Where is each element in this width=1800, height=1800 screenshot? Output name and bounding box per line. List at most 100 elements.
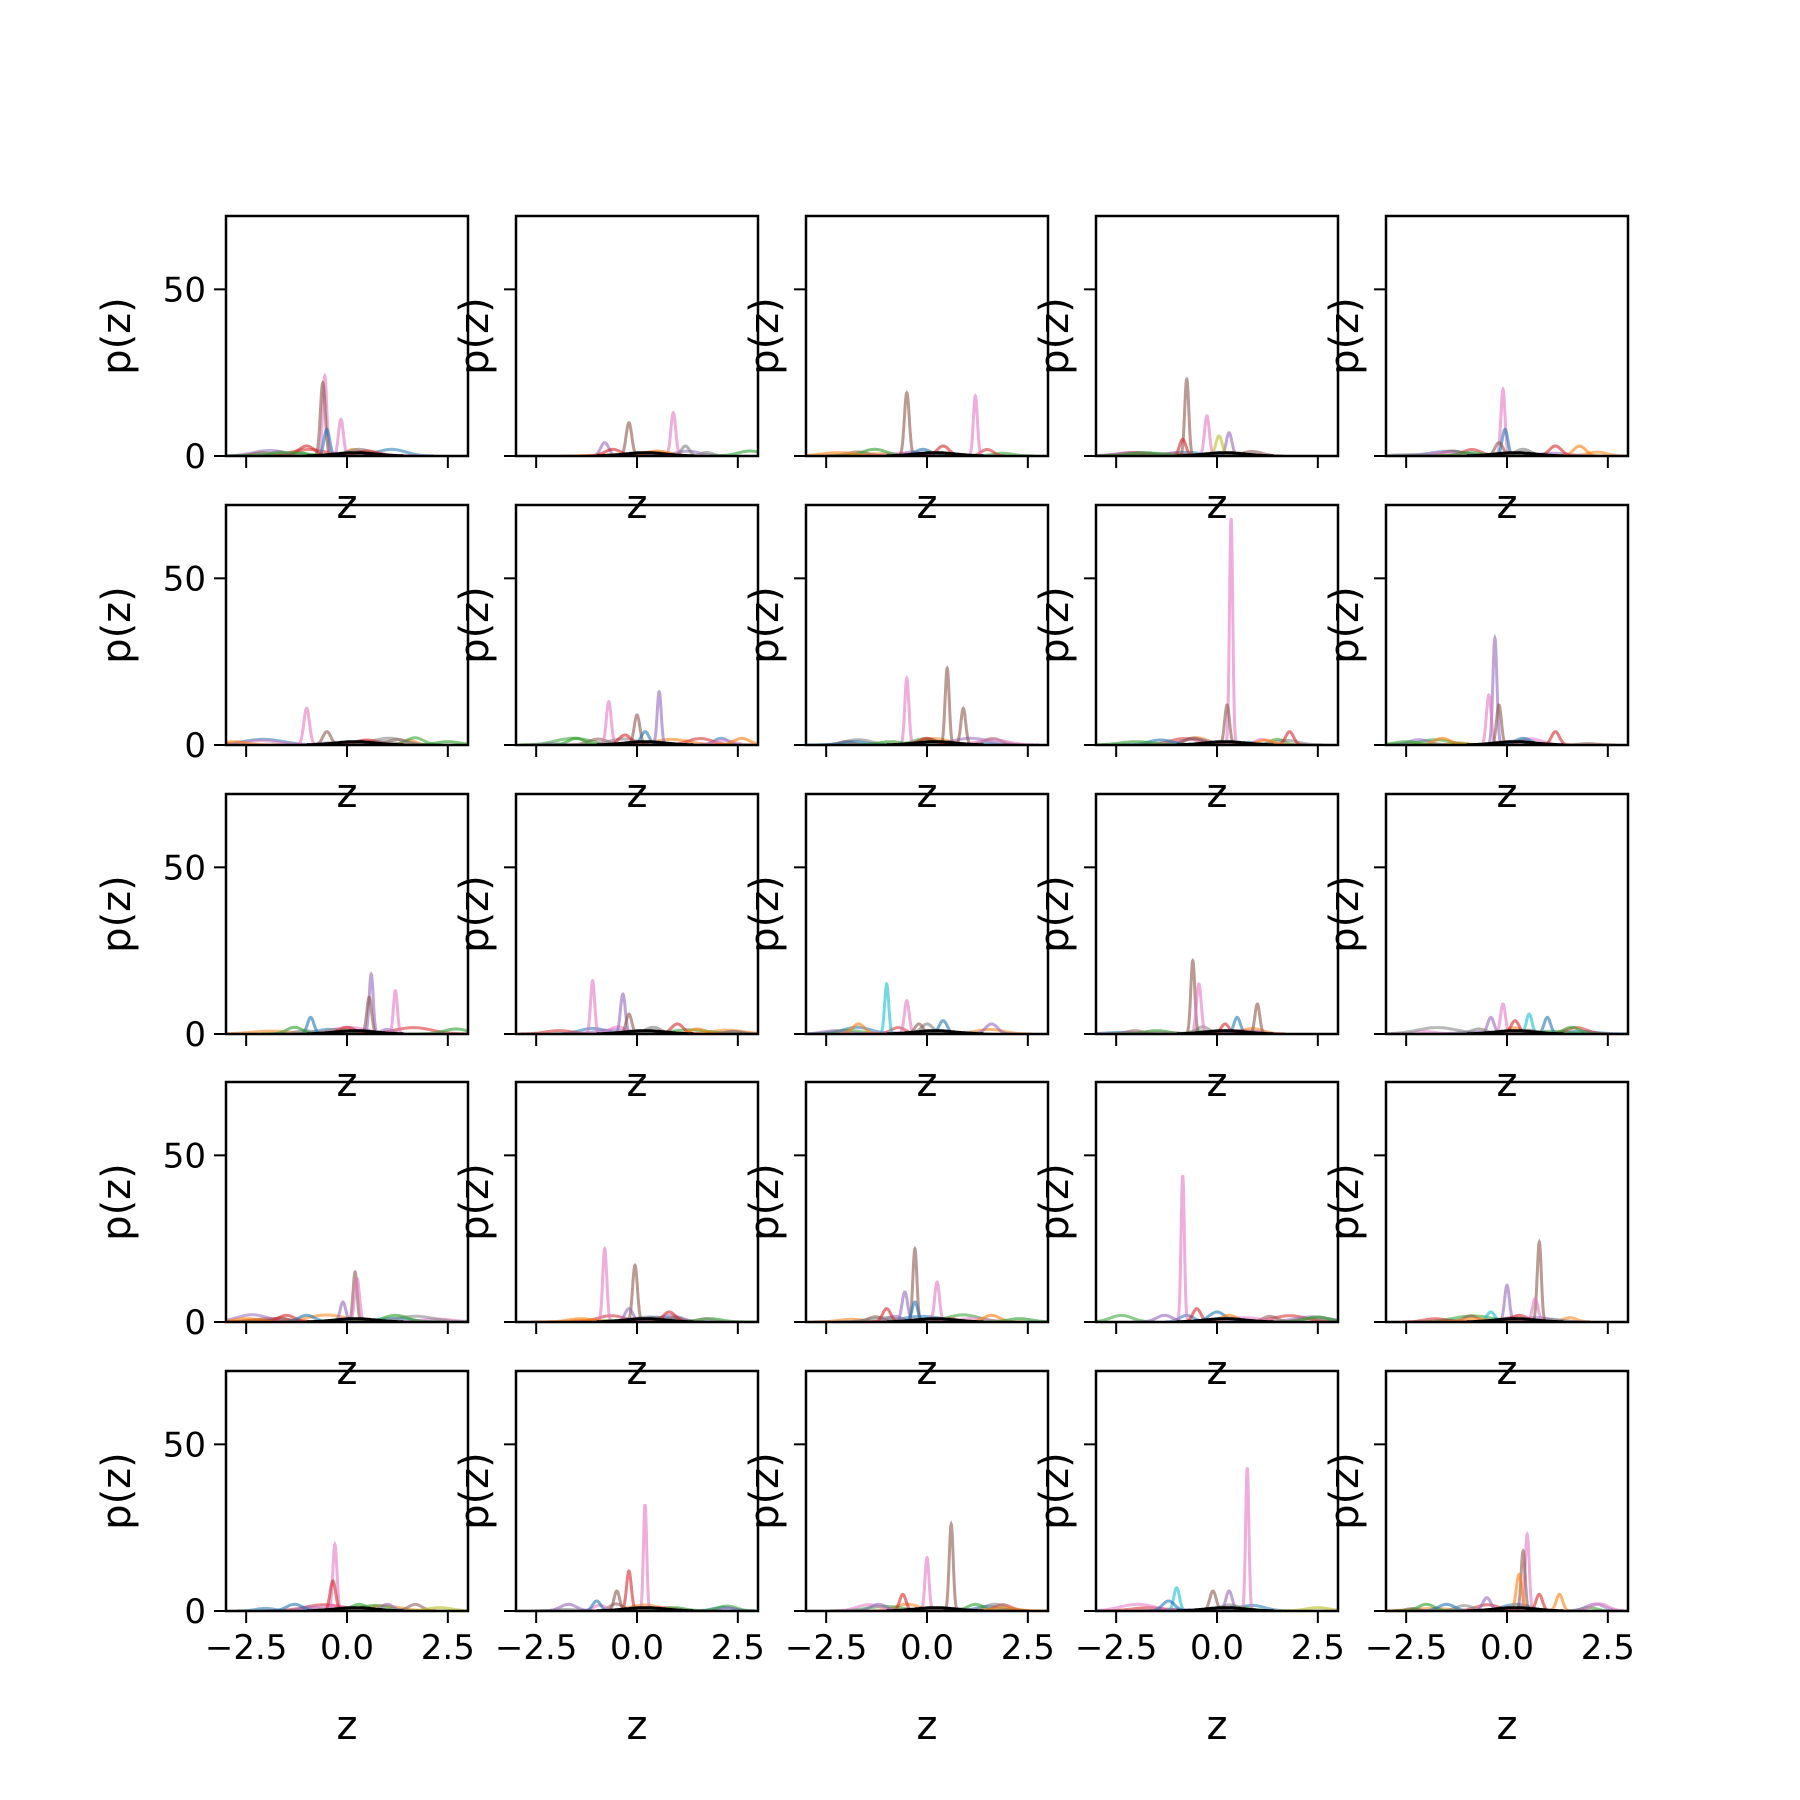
subplot-4-4: zp(z) — [1032, 1080, 1340, 1394]
y-axis-label: p(z) — [1032, 586, 1078, 664]
density-curve — [1184, 957, 1202, 1034]
y-axis-label: p(z) — [1322, 1163, 1368, 1241]
x-tick-label: 2.5 — [1291, 1628, 1345, 1668]
axes-frame — [1384, 792, 1630, 1036]
axes-frame — [224, 1369, 470, 1613]
density-curves — [1386, 633, 1615, 745]
density-curves — [1386, 1002, 1628, 1034]
x-axis-label: z — [337, 1703, 358, 1749]
x-axis-label: z — [917, 1703, 938, 1749]
x-tick-label: 0.0 — [1190, 1628, 1244, 1668]
density-curves — [531, 1503, 756, 1611]
x-tick-label: 2.5 — [421, 1628, 475, 1668]
density-curves — [1096, 957, 1286, 1034]
x-tick-label: 0.0 — [1480, 1628, 1534, 1668]
subplot-1-3: zp(z) — [742, 214, 1050, 528]
x-axis-label: z — [1207, 1703, 1228, 1749]
y-axis-label: p(z) — [452, 297, 498, 375]
y-tick-label: 0 — [184, 1015, 206, 1055]
density-curves — [226, 1269, 468, 1322]
x-tick-label: −2.5 — [1365, 1628, 1448, 1668]
axes-frame — [1384, 1369, 1630, 1613]
density-curves — [1096, 518, 1324, 745]
y-axis-label: p(z) — [742, 297, 788, 375]
subplot-3-3: zp(z) — [742, 792, 1050, 1106]
axes-frame — [224, 792, 470, 1036]
axes-frame — [1094, 214, 1340, 458]
y-tick-label: 50 — [163, 270, 206, 310]
y-axis-label: p(z) — [1322, 586, 1368, 664]
y-axis-label: p(z) — [742, 1452, 788, 1530]
density-curve — [942, 1520, 960, 1611]
y-axis-label: p(z) — [452, 1452, 498, 1530]
x-tick-label: 2.5 — [1001, 1628, 1055, 1668]
x-tick-label: 0.0 — [320, 1628, 374, 1668]
density-curves — [520, 978, 758, 1034]
density-curve — [625, 1262, 645, 1322]
density-curve — [650, 689, 668, 745]
y-axis-label: p(z) — [742, 875, 788, 953]
density-curves — [806, 981, 1032, 1034]
density-curves — [806, 664, 1039, 745]
subplot-4-3: zp(z) — [742, 1080, 1050, 1394]
density-curve — [878, 981, 895, 1034]
x-tick-label: −2.5 — [205, 1628, 288, 1668]
axes-frame — [804, 214, 1050, 458]
density-curve — [918, 1555, 936, 1611]
y-axis-label: p(z) — [1032, 1452, 1078, 1530]
density-curve — [1175, 1174, 1190, 1322]
y-axis-label: p(z) — [742, 586, 788, 664]
density-curves — [559, 410, 758, 456]
subplot-5-4: −2.5 0.0 2.5 z p(z) — [1032, 1369, 1345, 1749]
y-tick-label: 50 — [163, 1136, 206, 1176]
density-curves — [226, 706, 468, 745]
x-tick-label: −2.5 — [495, 1628, 578, 1668]
subplot-2-5: zp(z) — [1322, 503, 1630, 817]
axes-frame — [224, 1080, 470, 1324]
axes-frame — [1094, 1369, 1340, 1613]
density-curve — [1546, 1592, 1573, 1611]
subplot-3-4: zp(z) — [1032, 792, 1340, 1106]
x-tick-label: −2.5 — [1075, 1628, 1158, 1668]
subplot-1-5: zp(z) — [1322, 214, 1630, 528]
y-tick-label: 0 — [184, 1592, 206, 1632]
y-axis-label: p(z) — [94, 1452, 140, 1530]
axes-frame — [1384, 214, 1630, 458]
x-tick-label: 2.5 — [711, 1628, 765, 1668]
subplot-5-1: −2.5 0.0 2.5 0 50 z p(z) — [94, 1369, 475, 1749]
density-curves — [520, 689, 758, 745]
y-axis-label: p(z) — [742, 1163, 788, 1241]
axes-frame — [514, 1369, 760, 1613]
y-axis-label: p(z) — [94, 297, 140, 375]
density-curve — [1240, 1467, 1255, 1611]
y-axis-label: p(z) — [1032, 297, 1078, 375]
subplot-1-2: zp(z) — [452, 214, 760, 528]
density-curve — [938, 664, 956, 745]
density-curve — [967, 393, 984, 456]
axes-frame — [224, 214, 470, 458]
y-tick-label: 50 — [163, 848, 206, 888]
density-curves — [1096, 376, 1283, 456]
axes-frame — [1094, 1080, 1340, 1324]
density-curves — [226, 372, 434, 456]
y-axis-label: p(z) — [452, 875, 498, 953]
y-tick-label: 0 — [184, 726, 206, 766]
density-curves — [812, 1245, 1048, 1322]
axes-frame — [804, 792, 1050, 1036]
axes-frame — [514, 792, 760, 1036]
density-curves — [237, 1540, 468, 1611]
axes-frame — [514, 503, 760, 747]
y-axis-label: p(z) — [452, 1163, 498, 1241]
density-curves — [532, 1245, 758, 1322]
x-axis-label: z — [627, 1703, 648, 1749]
y-axis-label: p(z) — [1322, 875, 1368, 953]
subplot-4-5: zp(z) — [1322, 1080, 1630, 1394]
subplot-5-3: −2.5 0.0 2.5 z p(z) — [742, 1369, 1055, 1749]
density-curves — [830, 1520, 1048, 1611]
density-curve — [897, 390, 917, 456]
axes-frame — [1094, 503, 1340, 747]
